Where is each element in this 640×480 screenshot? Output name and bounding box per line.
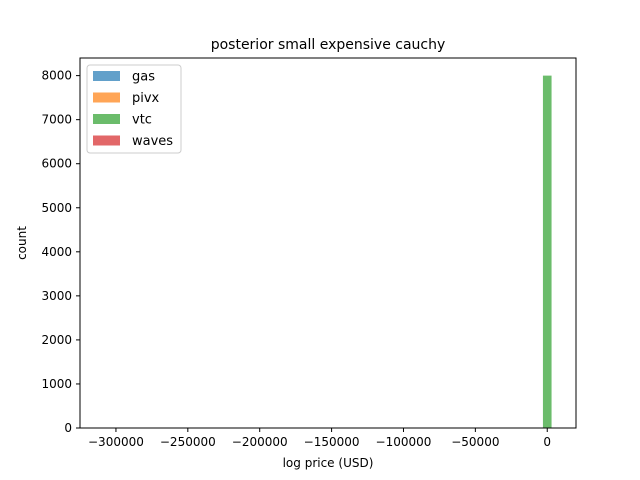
x-tick-label-6: 0 <box>543 435 551 449</box>
chart-title: posterior small expensive cauchy <box>211 37 446 53</box>
y-tick-label-2: 2000 <box>41 333 72 347</box>
histogram-bar-vtc-0 <box>542 75 552 428</box>
x-axis-label: log price (USD) <box>283 456 374 470</box>
x-tick-label-0: −300000 <box>88 435 144 449</box>
legend-swatch-gas <box>93 71 120 81</box>
y-tick-label-1: 1000 <box>41 377 72 391</box>
legend-swatch-waves <box>93 135 120 146</box>
legend-label-gas: gas <box>132 70 155 85</box>
y-axis: 0 1000 2000 3000 4000 5000 6000 7000 8000 <box>41 69 80 435</box>
legend-box <box>86 64 182 154</box>
legend-label-vtc: vtc <box>132 113 152 128</box>
bars-layer <box>542 75 552 428</box>
x-tick-label-2: −200000 <box>232 435 288 449</box>
y-tick-label-8: 8000 <box>41 69 72 83</box>
x-tick-label-4: −100000 <box>376 435 432 449</box>
x-tick-label-3: −150000 <box>304 435 360 449</box>
legend-label-waves: waves <box>132 134 173 149</box>
y-tick-label-7: 7000 <box>41 113 72 127</box>
y-tick-label-0: 0 <box>64 421 72 435</box>
legend-swatch-pivx <box>93 92 120 103</box>
x-tick-label-1: −250000 <box>160 435 216 449</box>
y-tick-label-5: 5000 <box>41 201 72 215</box>
y-tick-label-3: 3000 <box>41 289 72 303</box>
legend: gas pivx vtc waves <box>86 64 182 154</box>
y-axis-label: count <box>15 226 29 260</box>
legend-label-pivx: pivx <box>132 91 160 106</box>
legend-swatch-vtc <box>93 114 120 124</box>
plot-frame <box>79 57 577 429</box>
x-tick-label-5: −50000 <box>451 435 499 449</box>
y-tick-label-6: 6000 <box>41 157 72 171</box>
x-axis: −300000 −250000 −200000 −150000 −100000 −5000… <box>88 428 551 449</box>
y-tick-label-4: 4000 <box>41 245 72 259</box>
